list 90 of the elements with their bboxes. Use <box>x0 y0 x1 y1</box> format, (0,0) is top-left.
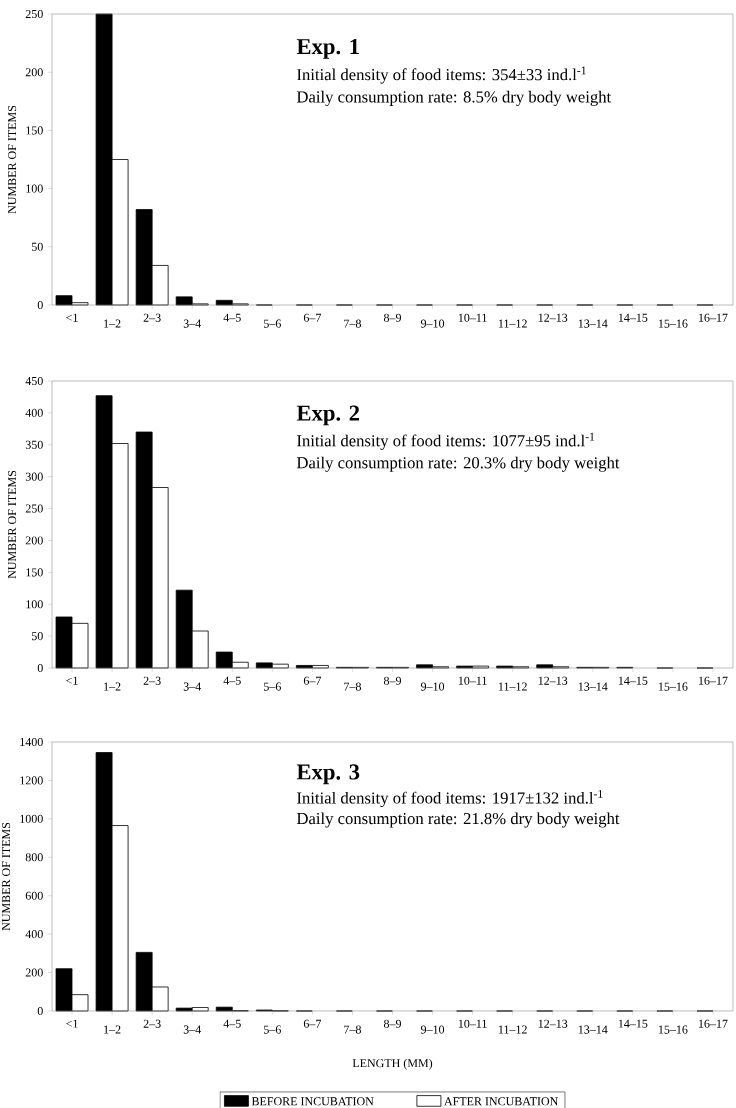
x-tick-label: 6–7 <box>303 1019 322 1028</box>
x-tick-label: 10–11 <box>458 313 487 322</box>
x-tick-label: 11–12 <box>498 1025 527 1034</box>
y-axis-title: NUMBER OF ITEMS <box>8 470 17 579</box>
x-tick-label: 6–7 <box>303 676 322 685</box>
annotation: Daily consumption rate: 21.8% dry body weight <box>296 812 620 828</box>
x-tick-label: 1–2 <box>104 682 121 691</box>
annotation: Initial density of food items: 354±33 ind.l$^{-1}$ <box>297 66 586 84</box>
x-tick-label: 8–9 <box>383 1019 401 1028</box>
x-tick-label: 16–17 <box>699 313 728 322</box>
x-tick-label: 5–6 <box>264 682 281 691</box>
x-tick-label: 16–17 <box>699 676 728 685</box>
x-tick-label: 13–14 <box>578 319 608 328</box>
y-tick-label: 1200 <box>20 776 43 785</box>
x-tick-label: 15–16 <box>658 1025 688 1034</box>
y-tick-label: 400 <box>25 930 43 939</box>
x-tick-label: 1–2 <box>104 319 121 328</box>
x-tick-label: 12–13 <box>538 1019 568 1028</box>
x-tick-label: 10–11 <box>458 1019 487 1028</box>
y-tick-label: 150 <box>26 126 43 135</box>
legend-label: AFTER INCUBATION <box>444 1097 559 1106</box>
y-tick-label: 350 <box>25 440 43 449</box>
y-tick-label: 0 <box>37 1006 43 1016</box>
x-tick-label: 8–9 <box>383 676 401 685</box>
x-tick-label: 14–15 <box>618 1019 648 1028</box>
x-tick-label: <1 <box>66 676 78 685</box>
x-tick-label: 5–6 <box>264 1025 281 1034</box>
x-tick-label: 12–13 <box>538 313 568 322</box>
x-tick-label: 2–3 <box>143 676 161 685</box>
legend-label: BEFORE INCUBATION <box>251 1097 374 1106</box>
y-tick-label: 200 <box>25 68 43 77</box>
x-tick-label: 7–8 <box>344 1025 361 1034</box>
y-tick-label: 400 <box>25 408 43 417</box>
y-tick-label: 300 <box>25 472 43 481</box>
x-tick-label: 16–17 <box>699 1019 728 1028</box>
x-tick-label: 7–8 <box>344 682 361 691</box>
x-tick-label: 7–8 <box>344 319 361 328</box>
y-axis-title: NUMBER OF ITEMS <box>8 105 17 214</box>
x-tick-label: 13–14 <box>578 682 608 691</box>
x-tick-label: 14–15 <box>618 676 648 685</box>
x-tick-label: 4–5 <box>223 313 241 322</box>
x-tick-label: 15–16 <box>658 682 688 691</box>
y-tick-label: 250 <box>25 504 43 513</box>
y-tick-label: 1400 <box>20 737 43 747</box>
y-tick-label: 200 <box>25 536 43 545</box>
y-tick-label: 800 <box>25 853 43 862</box>
x-tick-label: 3–4 <box>183 682 202 691</box>
annotation: Initial density of food items: 1077±95 ind.l$^{-1}$ <box>297 432 595 450</box>
x-tick-label: 12–13 <box>538 676 568 685</box>
y-tick-label: 1000 <box>20 814 43 823</box>
y-tick-label: 200 <box>25 968 43 977</box>
y-tick-label: 50 <box>31 632 43 641</box>
y-tick-label: 100 <box>26 184 43 193</box>
x-axis-title: LENGTH (MM) <box>352 1058 433 1070</box>
x-tick-label: 9–10 <box>420 682 445 691</box>
x-tick-label: 2–3 <box>143 313 161 322</box>
y-tick-label: 150 <box>26 568 43 577</box>
annotation: Daily consumption rate: 8.5% dry body weight <box>296 90 612 106</box>
y-tick-label: 250 <box>25 9 43 19</box>
annotation: Exp. 1 <box>296 39 359 59</box>
x-tick-label: <1 <box>66 1019 78 1028</box>
y-tick-label: 600 <box>25 891 43 900</box>
x-tick-label: 10–11 <box>458 676 487 685</box>
y-tick-label: 0 <box>37 300 43 310</box>
x-tick-label: 9–10 <box>420 319 445 328</box>
y-tick-label: 100 <box>26 600 43 609</box>
x-tick-label: 14–15 <box>618 313 648 322</box>
x-tick-label: <1 <box>66 313 78 322</box>
x-tick-label: 8–9 <box>383 313 401 322</box>
x-tick-label: 3–4 <box>183 1025 202 1034</box>
y-axis-title: NUMBER OF ITEMS <box>2 822 11 931</box>
x-tick-label: 11–12 <box>498 319 527 328</box>
x-tick-label: 4–5 <box>223 676 241 685</box>
x-tick-label: 2–3 <box>143 1019 161 1028</box>
x-tick-label: 3–4 <box>183 319 202 328</box>
x-tick-label: 9–10 <box>420 1025 445 1034</box>
x-tick-label: 4–5 <box>223 1019 241 1028</box>
annotation: Initial density of food items: 1917±132 ind.l$^{-1}$ <box>297 789 603 808</box>
x-tick-label: 5–6 <box>264 319 281 328</box>
annotation: Daily consumption rate: 20.3% dry body weight <box>296 456 620 472</box>
x-tick-label: 1–2 <box>104 1025 121 1034</box>
x-tick-label: 11–12 <box>498 682 527 691</box>
x-tick-label: 6–7 <box>303 313 322 322</box>
y-tick-label: 450 <box>25 376 43 386</box>
x-tick-label: 15–16 <box>658 319 688 328</box>
y-tick-label: 0 <box>37 663 43 673</box>
annotation: Exp. 2 <box>296 405 360 426</box>
x-tick-label: 13–14 <box>578 1025 608 1034</box>
annotation: Exp. 3 <box>296 764 360 785</box>
y-tick-label: 50 <box>31 242 43 251</box>
